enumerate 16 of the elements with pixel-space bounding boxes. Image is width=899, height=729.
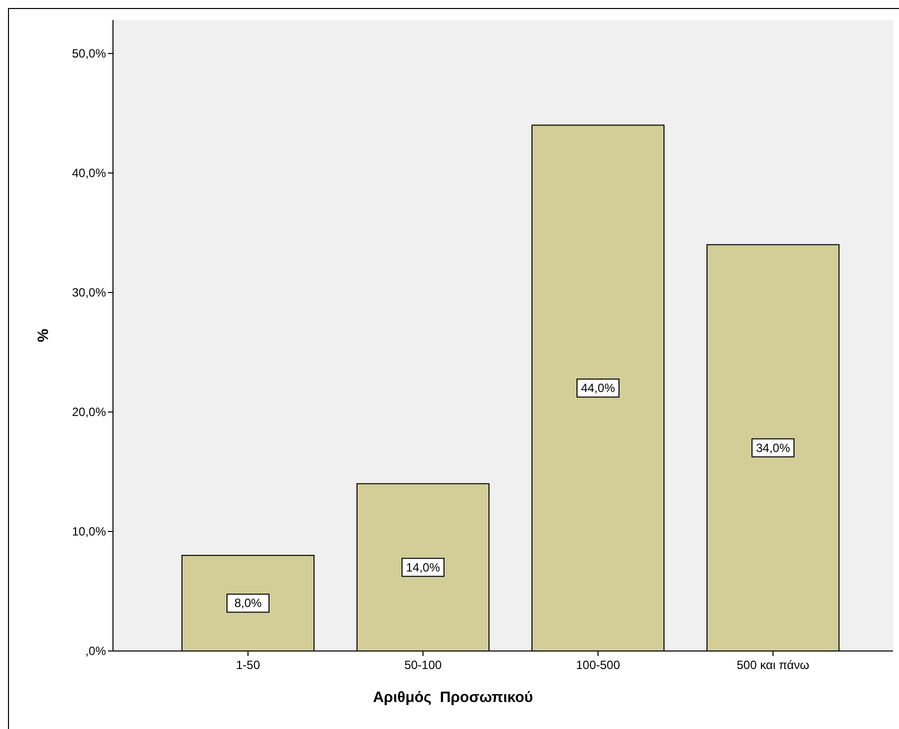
y-tick-label: 50,0% [72,46,106,60]
y-tick-label: 20,0% [72,404,106,419]
y-tick-label: 40,0% [72,166,106,180]
x-axis-title: Αριθμός Προσωπικού [372,689,534,706]
y-tick-label: 30,0% [72,285,106,300]
x-tick-label: 100-500 [576,658,620,672]
y-tick-label: ,0% [85,644,106,658]
y-axis-title: % [35,328,52,342]
data-label: 8,0% [234,596,262,610]
x-tick-label: 500 και πάνω [736,658,810,672]
y-tick-label: 10,0% [72,524,106,538]
data-label: 44,0% [580,381,616,396]
x-tick-label: 1-50 [236,658,260,672]
data-label: 34,0% [756,440,790,455]
data-label: 14,0% [406,560,440,574]
x-tick-label: 50-100 [404,658,442,672]
